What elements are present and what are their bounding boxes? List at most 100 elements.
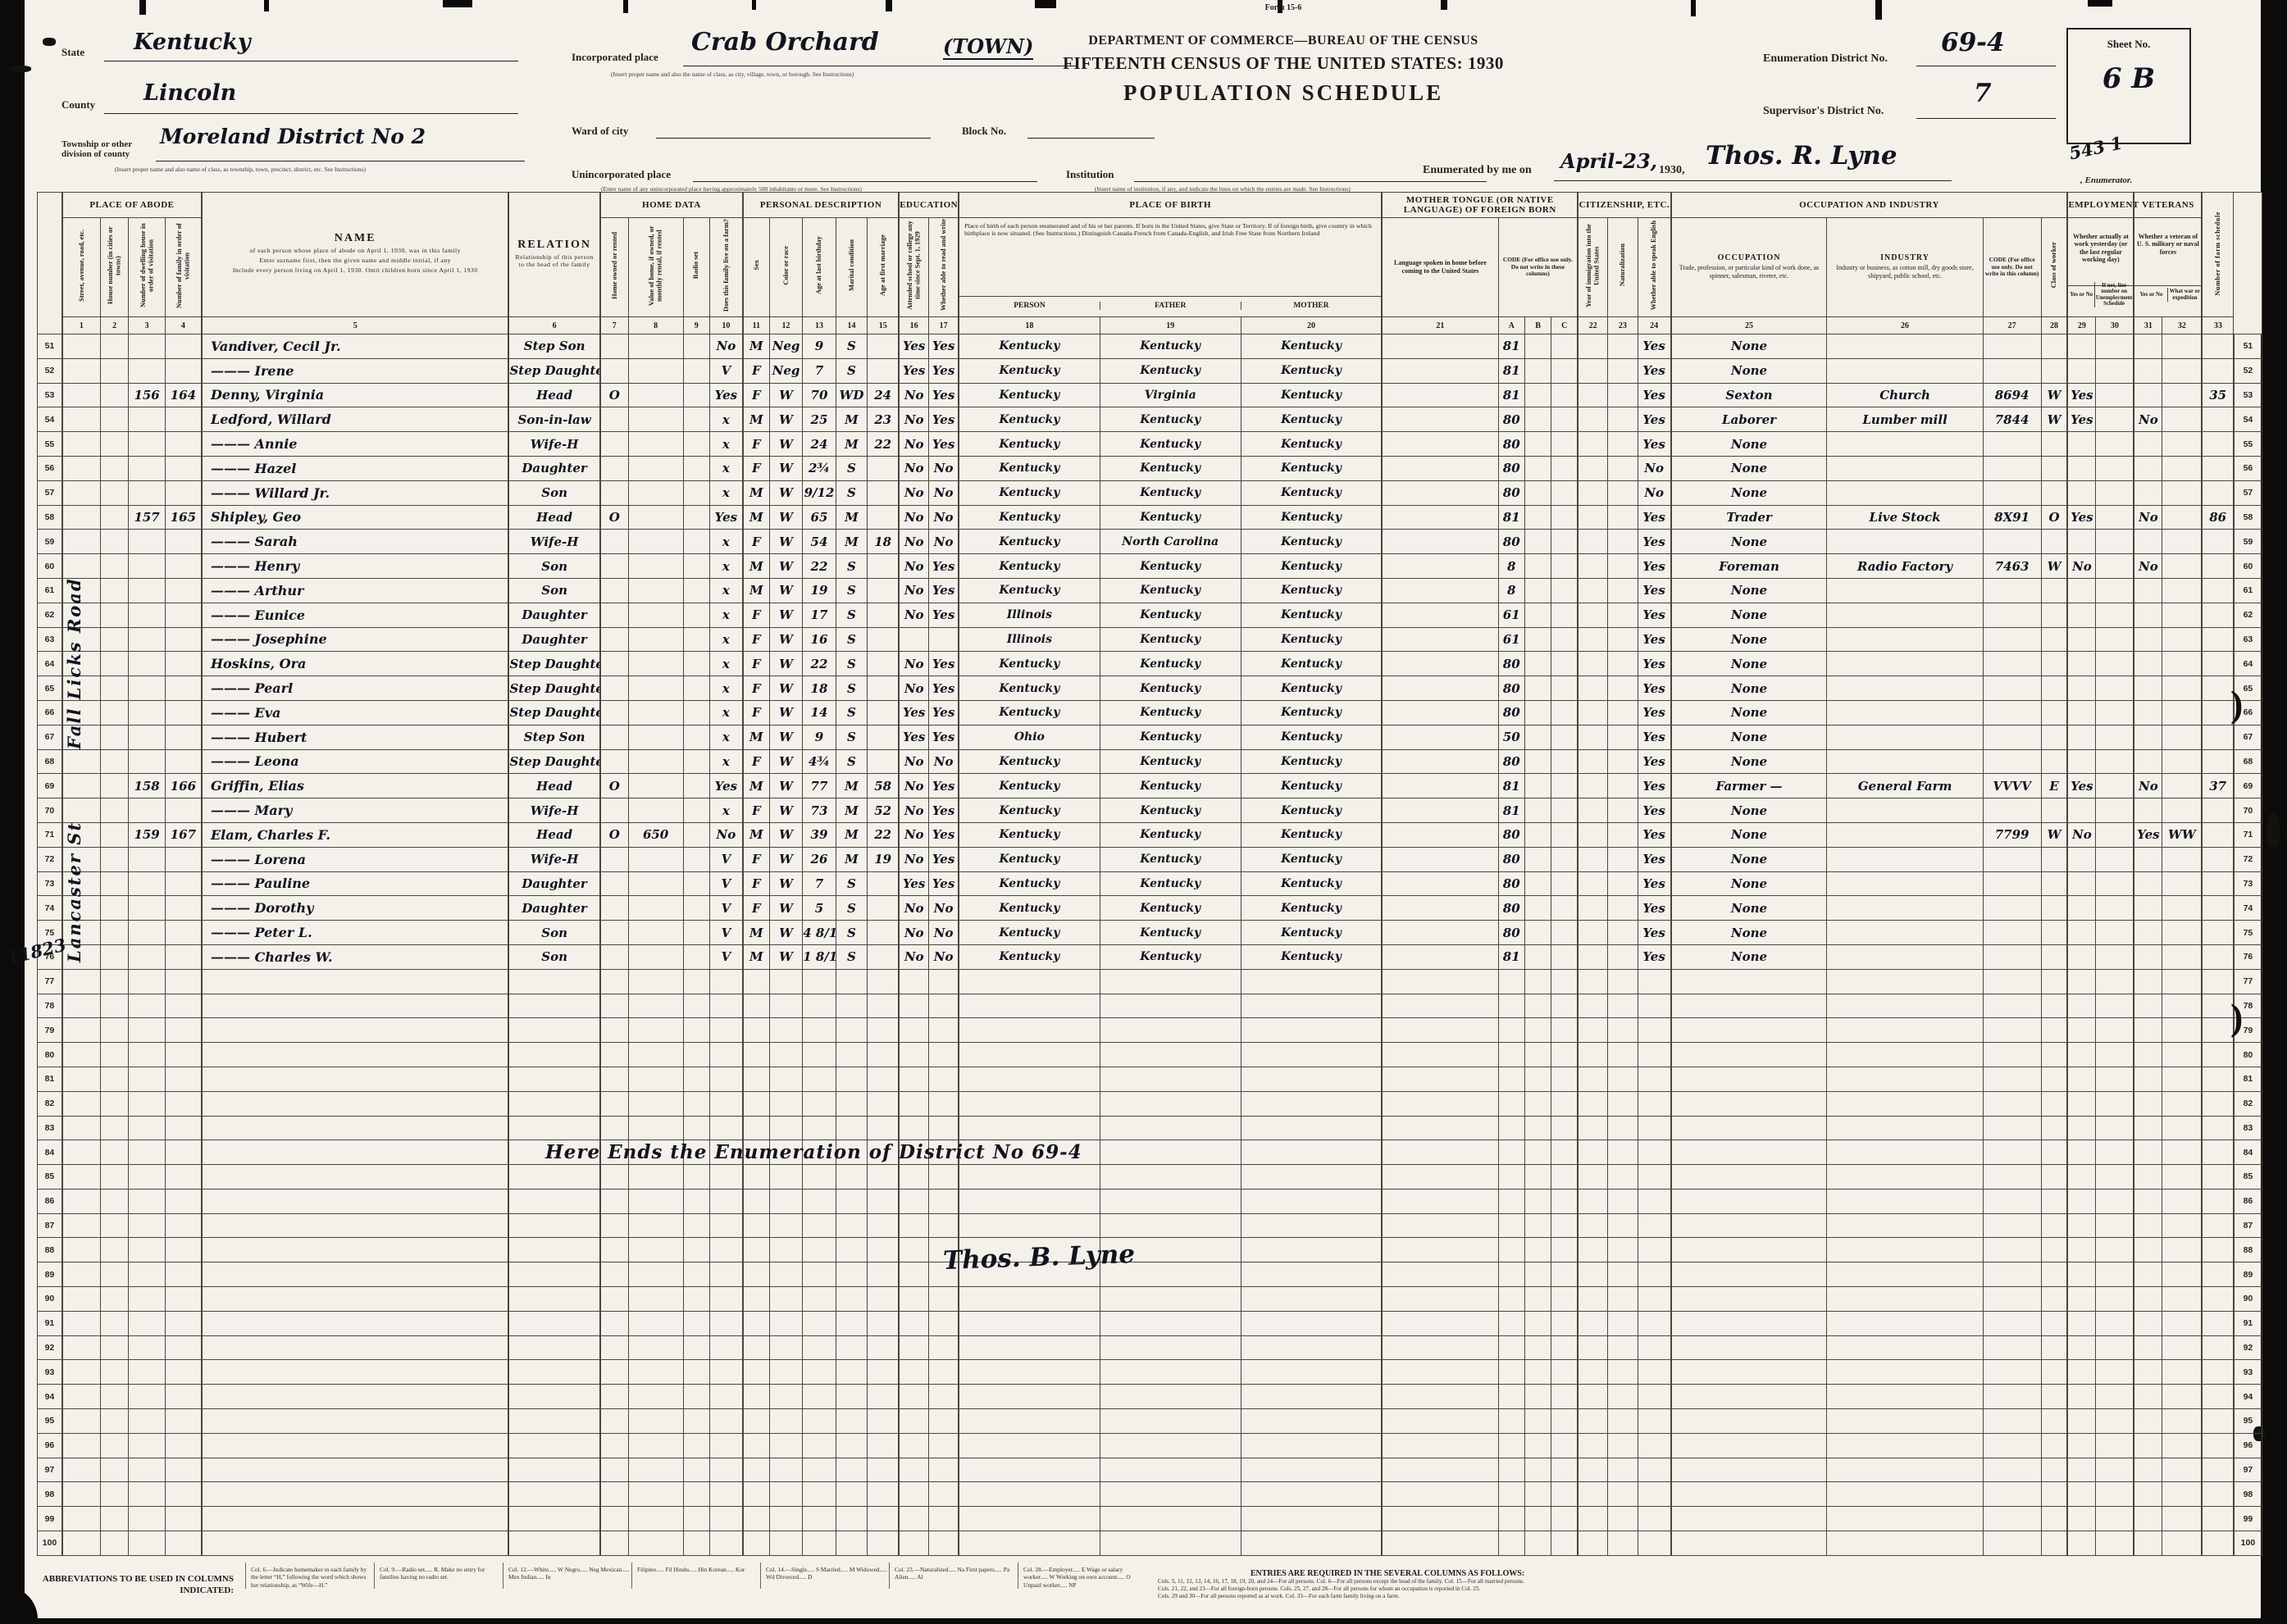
cell-rw <box>928 1090 959 1117</box>
cell-farm: x <box>708 480 744 506</box>
cell-lang <box>1381 407 1499 433</box>
cell-mar: S <box>835 895 868 921</box>
table-row: 81 81 <box>36 1066 2262 1092</box>
cell-fs <box>2201 724 2235 750</box>
cell-val <box>627 1335 684 1361</box>
cell-house <box>99 553 130 579</box>
cell-lang <box>1381 1140 1499 1166</box>
cell-vet <box>2133 577 2163 603</box>
cell-nat <box>1607 895 1638 921</box>
cell-pb <box>958 1432 1100 1458</box>
cell-mar <box>835 1531 868 1556</box>
cell-own <box>599 798 629 823</box>
cell-cb <box>1524 504 1552 530</box>
cell-sex <box>741 1531 770 1556</box>
cell-sex <box>741 1090 770 1117</box>
cell-rel <box>508 1115 601 1141</box>
cell-mar <box>835 1237 868 1263</box>
cell-rw <box>928 1481 959 1508</box>
cell-imm <box>1577 1481 1609 1508</box>
cell-imm <box>1577 1090 1609 1117</box>
scan-tick <box>1441 0 1447 10</box>
cell-mar: M <box>835 504 868 530</box>
cell-rel: Step Daughter <box>508 748 601 775</box>
cell-ind <box>1826 480 1984 506</box>
cell-unemp <box>2095 529 2134 555</box>
cell-mar <box>835 1310 868 1336</box>
cell-sch: No <box>898 602 930 628</box>
cell-race: Neg <box>768 334 804 359</box>
cell-cc <box>1551 993 1579 1019</box>
line-number-column-header <box>2233 192 2262 334</box>
cell-cc <box>1551 357 1579 384</box>
cell-val <box>627 1384 684 1410</box>
cell-lnr: 58 <box>2232 504 2262 530</box>
cell-imm <box>1577 968 1609 994</box>
cell-val <box>627 1359 684 1385</box>
cell-pbf: Kentucky <box>1099 798 1241 823</box>
cell-name: ——— Peter L. <box>200 920 509 945</box>
cell-age <box>802 1506 836 1532</box>
cell-lang <box>1381 529 1499 555</box>
cell-age <box>802 1115 836 1141</box>
cell-mar <box>835 1457 868 1483</box>
state-line <box>104 33 518 61</box>
cell-cb <box>1524 1384 1552 1410</box>
cell-cls: W <box>2040 382 2068 408</box>
cell-ca: 50 <box>1497 724 1525 750</box>
cell-pb: Kentucky <box>958 676 1100 701</box>
cell-cb <box>1524 1212 1552 1239</box>
col-header-cls: Class of worker <box>2040 217 2068 317</box>
col-header-radio: Radio set <box>682 217 710 317</box>
cell-fam: 164 <box>164 382 203 408</box>
cell-rw: Yes <box>928 798 959 823</box>
cell-mar <box>835 1164 868 1190</box>
cell-cls <box>2040 1408 2068 1434</box>
cell-ca: 81 <box>1497 334 1525 359</box>
cell-sch <box>898 1066 930 1092</box>
cell-fam <box>164 626 203 653</box>
cell-unemp <box>2095 1188 2134 1214</box>
cell-ocode <box>1982 846 2042 872</box>
cell-own <box>599 1457 629 1483</box>
cell-cb <box>1524 602 1552 628</box>
cell-name <box>200 1481 509 1508</box>
cell-val <box>627 748 684 775</box>
col-header-fam: Number of family in order of visitation <box>164 217 203 317</box>
cell-unemp <box>2095 334 2134 359</box>
cell-unemp <box>2095 1335 2134 1361</box>
cell-house <box>99 676 130 701</box>
cell-ca <box>1497 1188 1525 1214</box>
unincorporated-note: (Enter name of any unincorporated place … <box>601 185 862 193</box>
cell-agem <box>867 1506 900 1532</box>
entries-line: Cols. 29 and 30—For all persons reported… <box>1158 1593 1400 1599</box>
cell-pbm: Kentucky <box>1240 676 1383 701</box>
cell-pbm <box>1240 1042 1383 1067</box>
cell-name <box>200 1212 509 1239</box>
cell-own <box>599 1335 629 1361</box>
cell-pbf <box>1099 1310 1241 1336</box>
cell-pb: Kentucky <box>958 748 1100 775</box>
cell-cls <box>2040 1432 2068 1458</box>
ed-value: 69-4 <box>1941 28 2005 57</box>
cell-occ <box>1670 1237 1828 1263</box>
cell-rel: Head <box>508 821 601 848</box>
cell-dw: 158 <box>128 773 166 799</box>
cell-ocode <box>1982 529 2042 555</box>
cell-ind <box>1826 699 1984 726</box>
cell-fs <box>2201 334 2235 359</box>
cell-pbf: Kentucky <box>1099 748 1241 775</box>
cell-work <box>2066 699 2097 726</box>
cell-rw: No <box>928 748 959 775</box>
cell-pb <box>958 1359 1100 1385</box>
cell-mar <box>835 1188 868 1214</box>
cell-rel: Son-in-law <box>508 407 601 433</box>
cell-ind <box>1826 1506 1984 1532</box>
cell-nat <box>1607 626 1638 653</box>
cell-cb <box>1524 871 1552 897</box>
cell-dw <box>128 1408 166 1434</box>
cell-eng: Yes <box>1637 357 1672 384</box>
col-number-rw: 17 <box>928 316 959 334</box>
cell-farm: V <box>708 920 744 945</box>
cell-house <box>99 577 130 603</box>
